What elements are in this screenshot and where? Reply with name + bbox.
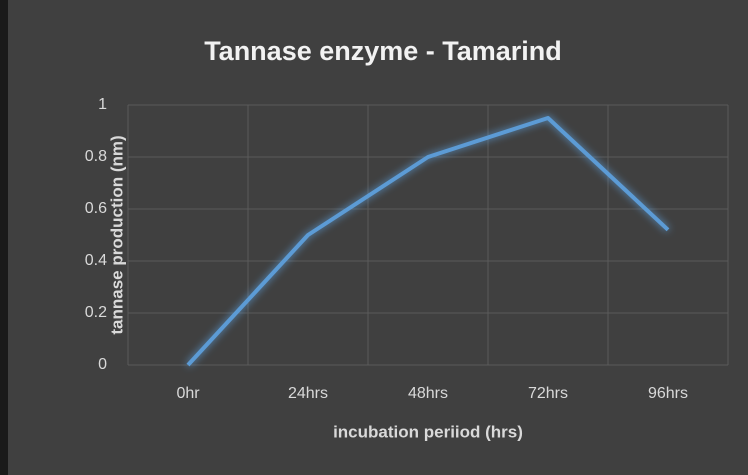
- x-tick-label: 96hrs: [648, 385, 688, 402]
- x-tick-label: 0hr: [176, 385, 200, 402]
- y-tick-label: 1: [98, 96, 107, 113]
- chart-title: Tannase enzyme - Tamarind: [204, 36, 562, 66]
- x-tick-label: 24hrs: [288, 385, 328, 402]
- data-line: [186, 116, 670, 367]
- y-tick-label: 0.2: [85, 304, 107, 321]
- y-tick-label: 0.4: [85, 252, 107, 269]
- y-axis-label: tannase production (nm): [107, 135, 126, 334]
- x-tick-label: 72hrs: [528, 385, 568, 402]
- y-tick-label: 0.6: [85, 200, 107, 217]
- y-tick-label: 0: [98, 356, 107, 373]
- x-axis-label: incubation periiod (hrs): [333, 422, 523, 441]
- y-tick-label: 0.8: [85, 148, 107, 165]
- frame-edge: [0, 0, 8, 475]
- x-tick-label: 48hrs: [408, 385, 448, 402]
